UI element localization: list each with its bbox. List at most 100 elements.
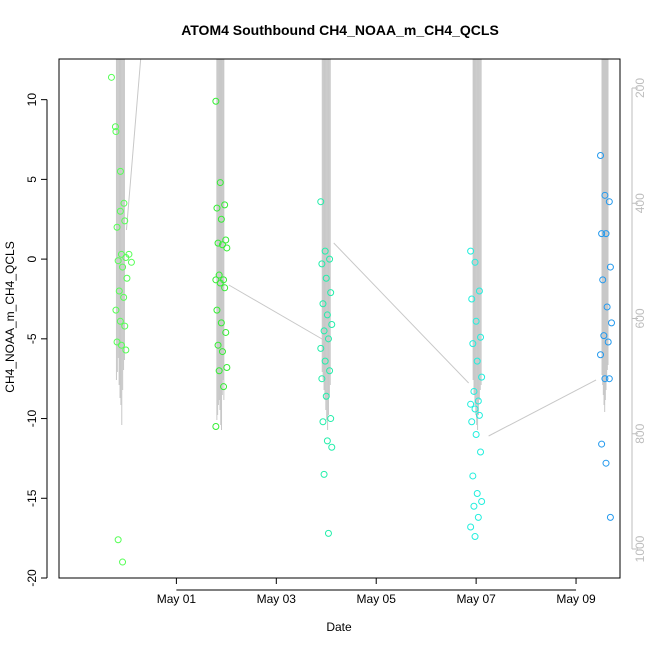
x-tick-label: May 05: [357, 592, 397, 606]
data-point: [127, 258, 135, 266]
plot-frame: [58, 58, 621, 579]
data-point: [215, 271, 223, 279]
data-point: [216, 279, 224, 287]
data-point: [216, 179, 224, 187]
x-tick-label: May 01: [157, 592, 197, 606]
x-tick-label: May 09: [556, 592, 596, 606]
data-point: [323, 311, 331, 319]
data-point: [223, 244, 231, 252]
data-point: [123, 274, 131, 282]
data-point: [472, 430, 480, 438]
data-point: [326, 367, 334, 375]
data-point: [602, 230, 610, 238]
data-point: [603, 303, 611, 311]
right-tick-label: 400: [633, 193, 647, 213]
data-point: [213, 306, 221, 314]
data-point: [470, 502, 478, 510]
data-point: [116, 167, 124, 175]
data-point: [605, 375, 613, 383]
right-tick-label: 800: [633, 423, 647, 443]
data-point: [223, 364, 231, 372]
data-point: [114, 536, 122, 544]
data-point: [214, 341, 222, 349]
data-point: [471, 533, 479, 541]
data-point: [215, 367, 223, 375]
data-point: [467, 400, 475, 408]
data-point: [220, 383, 228, 391]
altitude-profile-lines: [115, 59, 609, 437]
data-point: [321, 357, 329, 365]
data-point: [478, 497, 486, 505]
data-point: [328, 443, 336, 451]
data-point: [467, 523, 475, 531]
data-point: [477, 448, 485, 456]
data-point: [320, 327, 328, 335]
data-point: [116, 207, 124, 215]
data-point: [323, 437, 331, 445]
data-point: [605, 198, 613, 206]
data-point: [317, 344, 325, 352]
data-point: [322, 392, 330, 400]
data-point: [326, 255, 334, 263]
data-point: [473, 357, 481, 365]
right-tick-label: 600: [633, 308, 647, 328]
data-point: [319, 300, 327, 308]
data-point: [469, 472, 477, 480]
data-point: [606, 513, 614, 521]
transit-line: [488, 379, 597, 437]
data-point: [112, 306, 120, 314]
data-point: [317, 198, 325, 206]
data-point: [471, 405, 479, 413]
data-point: [212, 423, 220, 431]
data-point: [606, 263, 614, 271]
data-point: [468, 295, 476, 303]
data-point: [473, 489, 481, 497]
data-point: [600, 332, 608, 340]
data-point: [318, 375, 326, 383]
data-point: [471, 258, 479, 266]
data-point: [474, 397, 482, 405]
transit-line: [333, 242, 469, 384]
data-point: [218, 348, 226, 356]
y-tick-label: 5: [25, 176, 39, 183]
data-point: [604, 338, 612, 346]
data-point: [121, 217, 129, 225]
y-tick-label: -15: [25, 489, 39, 507]
y-tick-label: -10: [25, 410, 39, 428]
data-point: [217, 215, 225, 223]
data-point: [598, 230, 606, 238]
y-axis-label: CH4_NOAA_m_CH4_QCLS: [3, 241, 17, 392]
right-tick-label: 200: [633, 78, 647, 98]
y-tick-label: -5: [25, 333, 39, 344]
data-point: [214, 239, 222, 247]
data-point: [328, 320, 336, 328]
transit-line: [228, 284, 325, 341]
data-point: [222, 328, 230, 336]
data-point: [597, 351, 605, 359]
data-point: [122, 254, 130, 262]
data-point: [475, 287, 483, 295]
data-point: [324, 335, 332, 343]
data-point: [477, 333, 485, 341]
x-tick-label: May 03: [257, 592, 297, 606]
y-tick-label: -20: [25, 569, 39, 587]
y-tick-label: 0: [25, 255, 39, 262]
data-point: [213, 204, 221, 212]
data-point: [321, 247, 329, 255]
data-point: [116, 317, 124, 325]
data-point: [113, 223, 121, 231]
data-point: [475, 411, 483, 419]
x-tick-label: May 07: [456, 592, 496, 606]
data-point: [222, 236, 230, 244]
data-point: [120, 199, 128, 207]
data-point: [598, 440, 606, 448]
data-point: [121, 322, 129, 330]
data-point: [608, 319, 616, 327]
data-point: [318, 260, 326, 268]
chart-title: ATOM4 Southbound CH4_NOAA_m_CH4_QCLS: [181, 22, 499, 38]
plot-area: -20 -15 -10 -5 0 5 10 May 01 May 03 May 05 May 07 M…: [25, 58, 647, 606]
data-point: [221, 284, 229, 292]
data-point: [212, 97, 220, 105]
data-point: [601, 375, 609, 383]
